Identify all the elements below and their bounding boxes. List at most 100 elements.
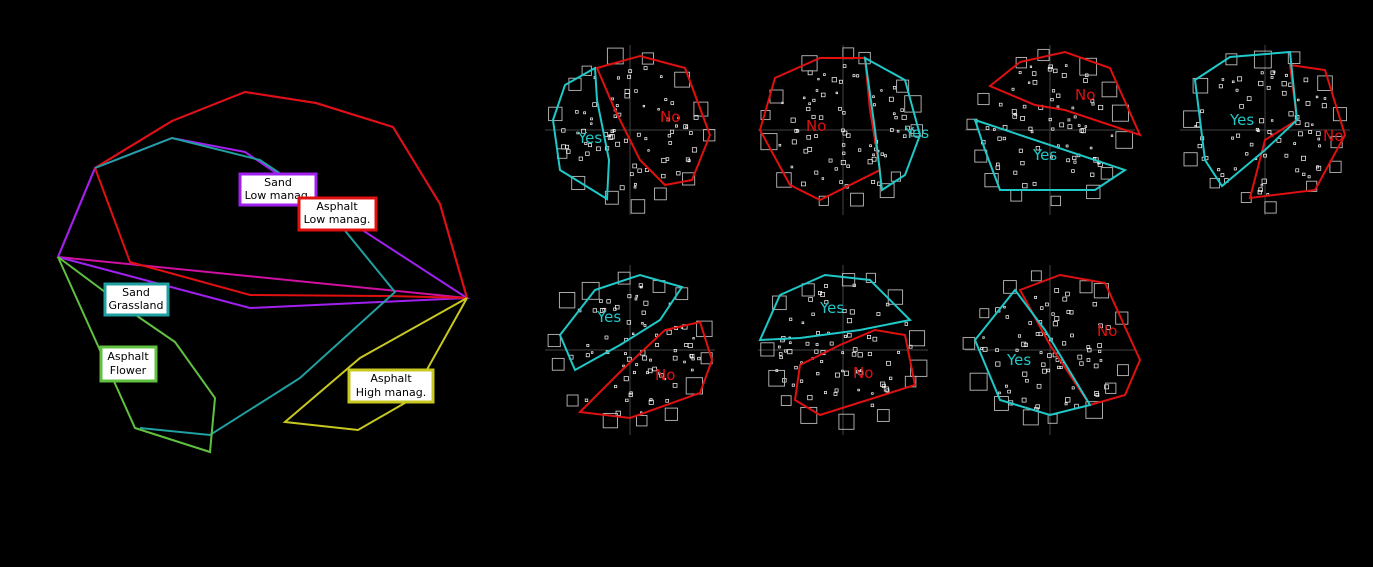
data-point [872, 153, 875, 157]
data-point [904, 322, 909, 326]
data-point [1079, 128, 1084, 133]
data-point [803, 96, 806, 100]
data-point [1070, 333, 1074, 338]
data-point [892, 86, 897, 90]
data-point [1045, 302, 1049, 307]
data-point [1272, 70, 1276, 74]
data-point [627, 74, 632, 79]
data-point [841, 128, 845, 133]
data-point [834, 388, 839, 393]
data-point [1065, 397, 1071, 403]
data-point [611, 97, 614, 101]
data-point [1295, 168, 1300, 173]
data-point [778, 143, 782, 147]
data-point [858, 148, 862, 152]
data-point [872, 95, 875, 98]
data-point [619, 185, 625, 191]
data-point [1020, 161, 1025, 166]
data-point [1050, 155, 1053, 159]
ordination-subplot-3: Yes No [965, 45, 1142, 215]
data-point [1098, 104, 1104, 111]
data-point [1301, 155, 1306, 161]
data-point [1246, 96, 1252, 101]
data-point [659, 75, 663, 78]
data-point-large [879, 183, 895, 199]
data-point [1005, 315, 1010, 319]
data-point [1071, 169, 1075, 173]
label-text: Asphalt [370, 372, 412, 385]
data-point [788, 341, 792, 345]
data-point [1028, 126, 1033, 131]
ordination-subplot-4: Yes No [1180, 45, 1350, 215]
data-point [585, 151, 590, 156]
data-point [1067, 124, 1073, 130]
data-point [814, 134, 818, 138]
data-point-large [703, 129, 716, 142]
data-point [824, 391, 827, 395]
label-text: Sand [122, 286, 150, 299]
data-point [1011, 108, 1017, 114]
data-point [842, 308, 847, 314]
data-point [1059, 366, 1063, 369]
data-point [886, 360, 891, 366]
data-point [1288, 111, 1294, 117]
data-point [801, 181, 806, 187]
ordination-subplot-6: Yes No [758, 265, 928, 435]
data-point [1257, 190, 1262, 195]
data-point [1067, 118, 1071, 122]
data-point [835, 91, 838, 95]
yes-hull [973, 288, 1092, 417]
label-text: Low manag. [304, 213, 371, 226]
data-point [1077, 124, 1081, 127]
data-point [1065, 144, 1069, 148]
data-point [576, 131, 579, 135]
data-point [655, 333, 659, 337]
no-hull [988, 50, 1142, 137]
data-point [1046, 368, 1051, 373]
no-label: No [1323, 127, 1343, 145]
data-point [884, 154, 887, 158]
data-point [609, 134, 615, 140]
data-point-large [630, 199, 646, 214]
data-point [1018, 148, 1023, 153]
data-point [1072, 155, 1077, 160]
data-point [900, 108, 904, 112]
data-point [1092, 302, 1097, 307]
data-point [1293, 142, 1297, 145]
data-point [644, 168, 649, 172]
data-point-large [800, 406, 818, 424]
data-point [624, 93, 630, 99]
data-point [1237, 76, 1243, 82]
hull-sand-grassland [94, 136, 397, 437]
data-point [1056, 105, 1060, 109]
data-point [634, 297, 638, 301]
data-point [889, 376, 893, 380]
data-point [637, 168, 642, 173]
data-point [561, 128, 566, 133]
data-point [1047, 67, 1053, 72]
data-point-large [760, 133, 778, 151]
data-point [1054, 288, 1060, 293]
data-point-large [969, 372, 988, 391]
data-point-large [1015, 57, 1027, 69]
data-point [1059, 122, 1065, 128]
data-point [690, 368, 694, 372]
data-point [1256, 129, 1260, 133]
hull-asphalt-low-manag [94, 90, 469, 300]
data-point-large [1329, 160, 1342, 173]
data-point [646, 371, 649, 375]
data-point [835, 372, 840, 378]
data-point-large [1085, 401, 1103, 419]
data-point [888, 96, 894, 102]
data-point-large [641, 52, 654, 65]
data-point [1048, 117, 1052, 122]
data-point [1305, 101, 1311, 106]
data-point [590, 117, 593, 121]
data-point [867, 159, 873, 165]
data-point [791, 383, 795, 387]
data-point [905, 125, 910, 131]
data-point [683, 360, 686, 364]
data-point [1080, 128, 1086, 134]
data-point [1104, 384, 1110, 390]
data-point [1281, 90, 1287, 96]
